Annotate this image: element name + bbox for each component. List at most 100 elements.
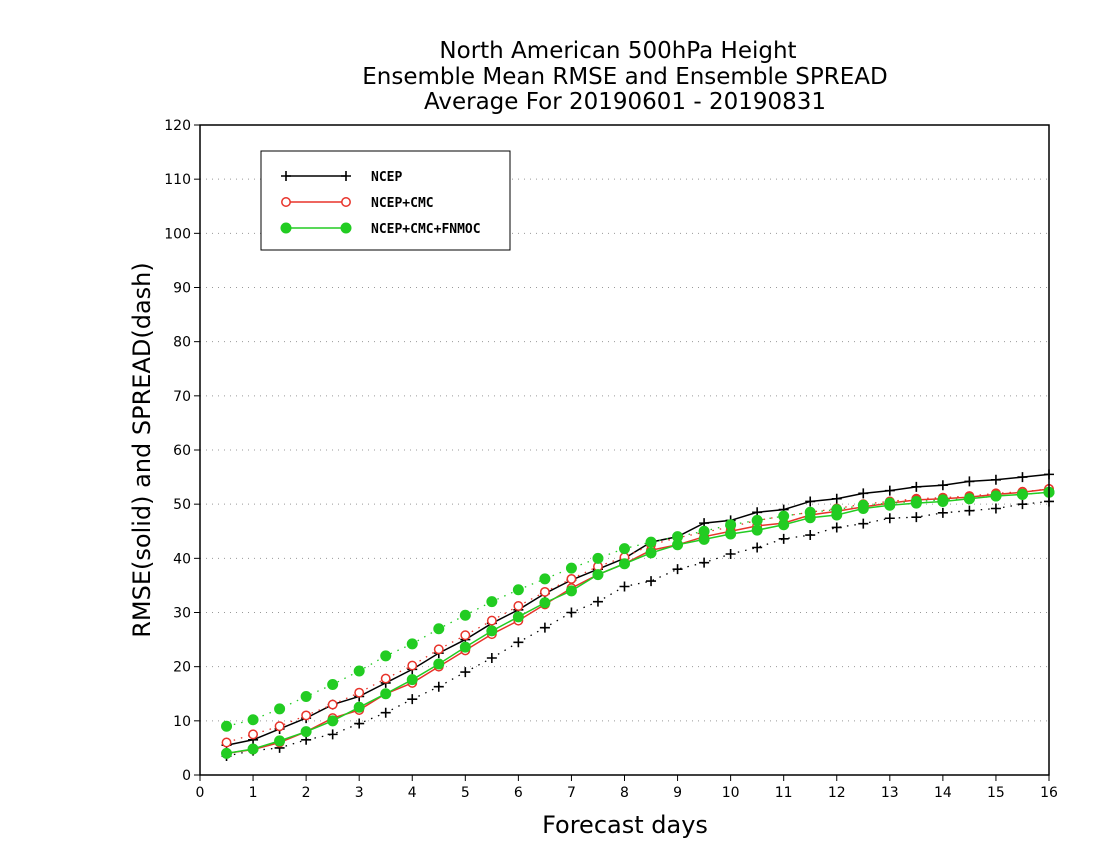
- rmse-point-ncep-cmc-fnmoc: [672, 539, 684, 551]
- rmse-point-ncep-cmc-fnmoc: [778, 519, 790, 531]
- spread-point-ncep-cmc: [460, 630, 471, 641]
- rmse-point-ncep-cmc-fnmoc: [698, 533, 710, 545]
- spread-point-ncep: [646, 576, 657, 587]
- y-tick-label-30: 30: [173, 606, 191, 622]
- spread-point-ncep: [990, 503, 1001, 514]
- spread-point-ncep-cmc-fnmoc: [725, 519, 737, 531]
- spread-point-ncep-cmc: [513, 601, 524, 611]
- x-tick-label-10: 10: [722, 785, 740, 801]
- spread-point-ncep: [699, 557, 710, 568]
- spread-point-ncep-cmc-fnmoc: [592, 552, 604, 564]
- spread-line-ncep: [226, 500, 1050, 757]
- y-axis-label: RMSE(solid) and SPREAD(dash): [128, 262, 156, 638]
- rmse-point-ncep-cmc-fnmoc: [1016, 488, 1028, 500]
- spread-point-ncep-cmc: [380, 673, 391, 684]
- spread-point-ncep: [805, 530, 816, 541]
- y-tick-label-20: 20: [173, 660, 191, 676]
- rmse-point-ncep-cmc-fnmoc: [645, 547, 657, 559]
- spread-point-ncep-cmc: [486, 615, 497, 626]
- spread-point-ncep-cmc-fnmoc: [459, 609, 471, 621]
- spread-point-ncep: [964, 505, 975, 516]
- spread-point-ncep: [592, 596, 603, 607]
- x-tick-label-16: 16: [1040, 785, 1058, 801]
- chart-title-line-3: Average For 20190601 - 20190831: [424, 89, 826, 115]
- legend-marker-ncep-cmc-fnmoc: [340, 222, 352, 234]
- spread-point-ncep-cmc: [248, 729, 259, 740]
- rmse-point-ncep-cmc-fnmoc: [512, 611, 524, 623]
- spread-point-ncep: [937, 507, 948, 518]
- y-tick-label-120: 120: [164, 118, 191, 134]
- spread-point-ncep-cmc-fnmoc: [221, 720, 233, 732]
- rmse-point-ncep-cmc-fnmoc: [539, 597, 551, 609]
- spread-point-ncep: [486, 653, 497, 663]
- chart-title-line-1: North American 500hPa Height: [439, 38, 796, 64]
- spread-point-ncep-cmc-fnmoc: [353, 665, 365, 677]
- spread-point-ncep: [433, 681, 444, 692]
- spread-point-ncep-cmc: [274, 721, 285, 732]
- spread-point-ncep: [566, 607, 577, 618]
- spread-point-ncep: [539, 622, 550, 633]
- y-tick-label-80: 80: [173, 335, 191, 351]
- spread-point-ncep: [354, 718, 365, 729]
- spread-point-ncep-cmc-fnmoc: [300, 690, 312, 702]
- rmse-line-ncep: [226, 473, 1050, 746]
- rmse-point-ncep-cmc-fnmoc: [406, 674, 418, 686]
- grid-layer: [200, 178, 1049, 722]
- rmse-point-ncep-cmc-fnmoc: [592, 569, 604, 581]
- rmse-point-ncep: [911, 481, 922, 492]
- spread-point-ncep: [858, 518, 869, 529]
- x-tick-label-4: 4: [408, 785, 417, 801]
- spread-point-ncep-cmc-fnmoc: [565, 562, 577, 574]
- rmse-point-ncep: [805, 496, 816, 507]
- rmse-point-ncep-cmc-fnmoc: [725, 528, 737, 540]
- rmse-line-ncep-cmc: [226, 488, 1050, 755]
- x-tick-label-5: 5: [461, 785, 470, 801]
- x-tick-label-6: 6: [514, 785, 523, 801]
- rmse-point-ncep-cmc-fnmoc: [910, 497, 922, 509]
- spread-point-ncep: [619, 581, 630, 592]
- spread-point-ncep-cmc: [433, 644, 444, 655]
- y-tick-label-50: 50: [173, 497, 191, 513]
- y-tick-label-90: 90: [173, 281, 191, 297]
- spread-point-ncep-cmc-fnmoc: [247, 714, 259, 726]
- legend: NCEP NCEP+CMC NCEP+CMC+FNMOC: [260, 150, 511, 251]
- spread-point-ncep-cmc-fnmoc: [380, 650, 392, 662]
- spread-point-ncep: [752, 542, 763, 553]
- spread-point-ncep: [778, 533, 789, 544]
- rmse-point-ncep-cmc-fnmoc: [963, 493, 975, 505]
- rmse-point-ncep-cmc-fnmoc: [274, 735, 286, 747]
- spread-point-ncep: [884, 513, 895, 524]
- spread-point-ncep: [407, 694, 418, 705]
- rmse-point-ncep-cmc-fnmoc: [353, 701, 365, 713]
- rmse-point-ncep-cmc-fnmoc: [433, 658, 445, 670]
- spread-point-ncep-cmc-fnmoc: [645, 536, 657, 548]
- rmse-point-ncep-cmc-fnmoc: [619, 558, 630, 570]
- rmse-point-ncep: [990, 474, 1001, 485]
- legend-marker-ncep: [341, 171, 351, 181]
- x-tick-label-14: 14: [934, 785, 952, 801]
- spread-point-ncep: [380, 707, 391, 718]
- x-tick-label-2: 2: [302, 785, 311, 801]
- spread-point-ncep: [911, 512, 922, 523]
- rmse-point-ncep-cmc-fnmoc: [459, 641, 471, 653]
- x-axis-label: Forecast days: [542, 811, 708, 839]
- legend-marker-ncep-cmc-fnmoc: [280, 222, 292, 234]
- spread-point-ncep: [1017, 499, 1028, 510]
- legend-marker-ncep-cmc: [281, 197, 291, 207]
- x-tick-label-11: 11: [775, 785, 793, 801]
- rmse-point-ncep-cmc-fnmoc: [486, 625, 498, 637]
- rmse-point-ncep-cmc-fnmoc: [857, 503, 869, 514]
- rmse-point-ncep-cmc-fnmoc: [751, 524, 763, 536]
- spread-point-ncep-cmc: [566, 573, 577, 584]
- legend-box: [260, 150, 511, 251]
- spread-point-ncep: [327, 729, 338, 740]
- rmse-point-ncep-cmc-fnmoc: [300, 726, 312, 738]
- rmse-point-ncep: [858, 488, 869, 499]
- x-tick-label-12: 12: [828, 785, 846, 801]
- chart-title-line-2: Ensemble Mean RMSE and Ensemble SPREAD: [362, 64, 887, 90]
- rmse-point-ncep: [884, 485, 895, 496]
- spread-point-ncep-cmc-fnmoc: [619, 543, 630, 555]
